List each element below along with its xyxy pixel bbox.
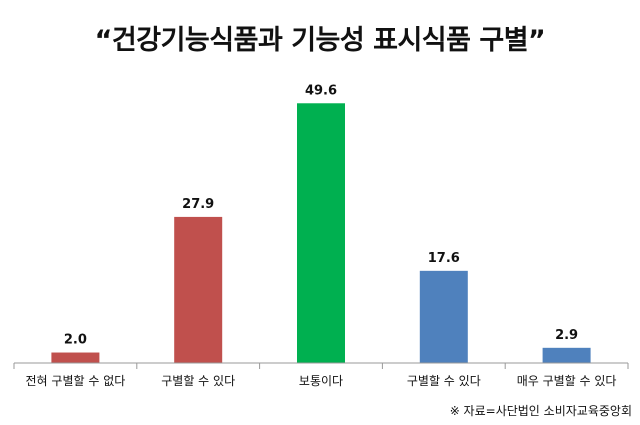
source-note: ※ 자료=사단법인 소비자교육중앙회 xyxy=(449,404,632,418)
bar-0 xyxy=(51,352,100,363)
data-label-3: 17.6 xyxy=(428,251,460,266)
category-label-3: 구별할 수 있다 xyxy=(407,374,481,388)
category-label-1: 구별할 수 있다 xyxy=(161,374,235,388)
data-label-1: 27.9 xyxy=(182,197,214,212)
chart-title: “건강기능식품과 기능성 표시식품 구별” xyxy=(94,25,546,56)
data-label-2: 49.6 xyxy=(305,83,337,98)
category-label-0: 전혀 구별할 수 없다 xyxy=(26,374,126,388)
bar-3 xyxy=(419,270,468,363)
data-label-0: 2.0 xyxy=(64,333,87,348)
bar-1 xyxy=(174,216,223,363)
category-label-2: 보통이다 xyxy=(299,374,343,388)
data-label-4: 2.9 xyxy=(555,328,578,343)
category-label-4: 매우 구별할 수 있다 xyxy=(517,374,617,388)
bar-4 xyxy=(542,347,591,363)
bar-2 xyxy=(297,103,345,363)
